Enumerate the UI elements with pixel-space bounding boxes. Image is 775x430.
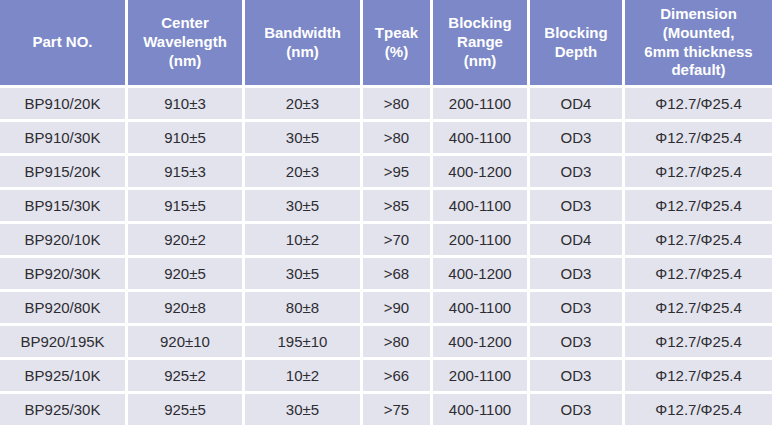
table-cell: 920±10 — [128, 326, 242, 357]
table-row: BP910/30K910±530±5>80400-1100OD3Φ12.7/Φ2… — [0, 122, 772, 153]
table-row: BP915/20K915±320±3>95400-1200OD3Φ12.7/Φ2… — [0, 156, 772, 187]
table-cell: 195±10 — [245, 326, 360, 357]
table-cell: >70 — [363, 224, 430, 255]
table-cell: BP925/30K — [0, 394, 125, 425]
table-row: BP920/30K920±530±5>68400-1200OD3Φ12.7/Φ2… — [0, 258, 772, 289]
table-cell: 920±5 — [128, 258, 242, 289]
table-cell: OD3 — [530, 190, 622, 221]
table-cell: OD3 — [530, 360, 622, 391]
table-cell: 400-1100 — [433, 394, 527, 425]
table-row: BP920/10K920±210±2>70200-1100OD4Φ12.7/Φ2… — [0, 224, 772, 255]
table-cell: 30±5 — [245, 394, 360, 425]
table-cell: >80 — [363, 326, 430, 357]
table-cell: >90 — [363, 292, 430, 323]
table-cell: >85 — [363, 190, 430, 221]
table-cell: 200-1100 — [433, 224, 527, 255]
table-cell: BP915/30K — [0, 190, 125, 221]
table-row: BP925/10K925±210±2>66200-1100OD3Φ12.7/Φ2… — [0, 360, 772, 391]
table-cell: BP920/10K — [0, 224, 125, 255]
table-cell: Φ12.7/Φ25.4 — [625, 88, 772, 119]
table-cell: 915±3 — [128, 156, 242, 187]
column-header-dimension: Dimension (Mounted, 6mm thickness defaul… — [625, 0, 772, 85]
table-body: BP910/20K910±320±3>80200-1100OD4Φ12.7/Φ2… — [0, 88, 772, 425]
table-cell: >80 — [363, 88, 430, 119]
table-row: BP920/80K920±880±8>90400-1100OD3Φ12.7/Φ2… — [0, 292, 772, 323]
table-cell: Φ12.7/Φ25.4 — [625, 326, 772, 357]
table-header: Part NO. Center Wavelength (nm) Bandwidt… — [0, 0, 772, 85]
table-cell: 925±2 — [128, 360, 242, 391]
table-cell: BP920/195K — [0, 326, 125, 357]
table-cell: >95 — [363, 156, 430, 187]
table-cell: OD3 — [530, 394, 622, 425]
table-cell: BP915/20K — [0, 156, 125, 187]
table-cell: OD3 — [530, 258, 622, 289]
header-row: Part NO. Center Wavelength (nm) Bandwidt… — [0, 0, 772, 85]
table-cell: 30±5 — [245, 122, 360, 153]
table-cell: >68 — [363, 258, 430, 289]
table-cell: BP910/30K — [0, 122, 125, 153]
table-cell: >80 — [363, 122, 430, 153]
table-cell: Φ12.7/Φ25.4 — [625, 360, 772, 391]
column-header-part-no: Part NO. — [0, 0, 125, 85]
table-cell: OD3 — [530, 326, 622, 357]
table-cell: 400-1100 — [433, 190, 527, 221]
table-cell: 30±5 — [245, 190, 360, 221]
table-cell: 910±3 — [128, 88, 242, 119]
table-cell: 915±5 — [128, 190, 242, 221]
table-cell: 920±8 — [128, 292, 242, 323]
column-header-tpeak: Tpeak (%) — [363, 0, 430, 85]
table-cell: 80±8 — [245, 292, 360, 323]
table-cell: Φ12.7/Φ25.4 — [625, 292, 772, 323]
bandpass-filter-spec-table: Part NO. Center Wavelength (nm) Bandwidt… — [0, 0, 775, 428]
table-cell: Φ12.7/Φ25.4 — [625, 156, 772, 187]
table-cell: OD3 — [530, 122, 622, 153]
table-cell: 400-1200 — [433, 156, 527, 187]
table-cell: >66 — [363, 360, 430, 391]
table-cell: OD3 — [530, 156, 622, 187]
table-cell: 200-1100 — [433, 360, 527, 391]
table-cell: OD3 — [530, 292, 622, 323]
table-cell: 200-1100 — [433, 88, 527, 119]
table-cell: Φ12.7/Φ25.4 — [625, 122, 772, 153]
table-cell: 30±5 — [245, 258, 360, 289]
table-cell: >75 — [363, 394, 430, 425]
table-cell: BP920/80K — [0, 292, 125, 323]
table-cell: 910±5 — [128, 122, 242, 153]
table-cell: 10±2 — [245, 224, 360, 255]
table-cell: 400-1100 — [433, 292, 527, 323]
table-cell: OD4 — [530, 88, 622, 119]
column-header-blocking-range: Blocking Range (nm) — [433, 0, 527, 85]
table-cell: Φ12.7/Φ25.4 — [625, 394, 772, 425]
table-cell: 400-1200 — [433, 326, 527, 357]
column-header-blocking-depth: Blocking Depth — [530, 0, 622, 85]
spec-table-viewport: Part NO. Center Wavelength (nm) Bandwidt… — [0, 0, 775, 430]
table-cell: BP920/30K — [0, 258, 125, 289]
table-cell: BP925/10K — [0, 360, 125, 391]
table-row: BP920/195K920±10195±10>80400-1200OD3Φ12.… — [0, 326, 772, 357]
table-cell: Φ12.7/Φ25.4 — [625, 258, 772, 289]
table-row: BP925/30K925±530±5>75400-1100OD3Φ12.7/Φ2… — [0, 394, 772, 425]
table-row: BP910/20K910±320±3>80200-1100OD4Φ12.7/Φ2… — [0, 88, 772, 119]
table-cell: BP910/20K — [0, 88, 125, 119]
table-cell: 10±2 — [245, 360, 360, 391]
table-cell: 20±3 — [245, 88, 360, 119]
table-cell: 400-1100 — [433, 122, 527, 153]
table-cell: 20±3 — [245, 156, 360, 187]
table-cell: 920±2 — [128, 224, 242, 255]
table-cell: 400-1200 — [433, 258, 527, 289]
column-header-bandwidth: Bandwidth (nm) — [245, 0, 360, 85]
table-cell: Φ12.7/Φ25.4 — [625, 190, 772, 221]
table-cell: 925±5 — [128, 394, 242, 425]
column-header-center-wavelength: Center Wavelength (nm) — [128, 0, 242, 85]
table-row: BP915/30K915±530±5>85400-1100OD3Φ12.7/Φ2… — [0, 190, 772, 221]
table-cell: Φ12.7/Φ25.4 — [625, 224, 772, 255]
table-cell: OD4 — [530, 224, 622, 255]
